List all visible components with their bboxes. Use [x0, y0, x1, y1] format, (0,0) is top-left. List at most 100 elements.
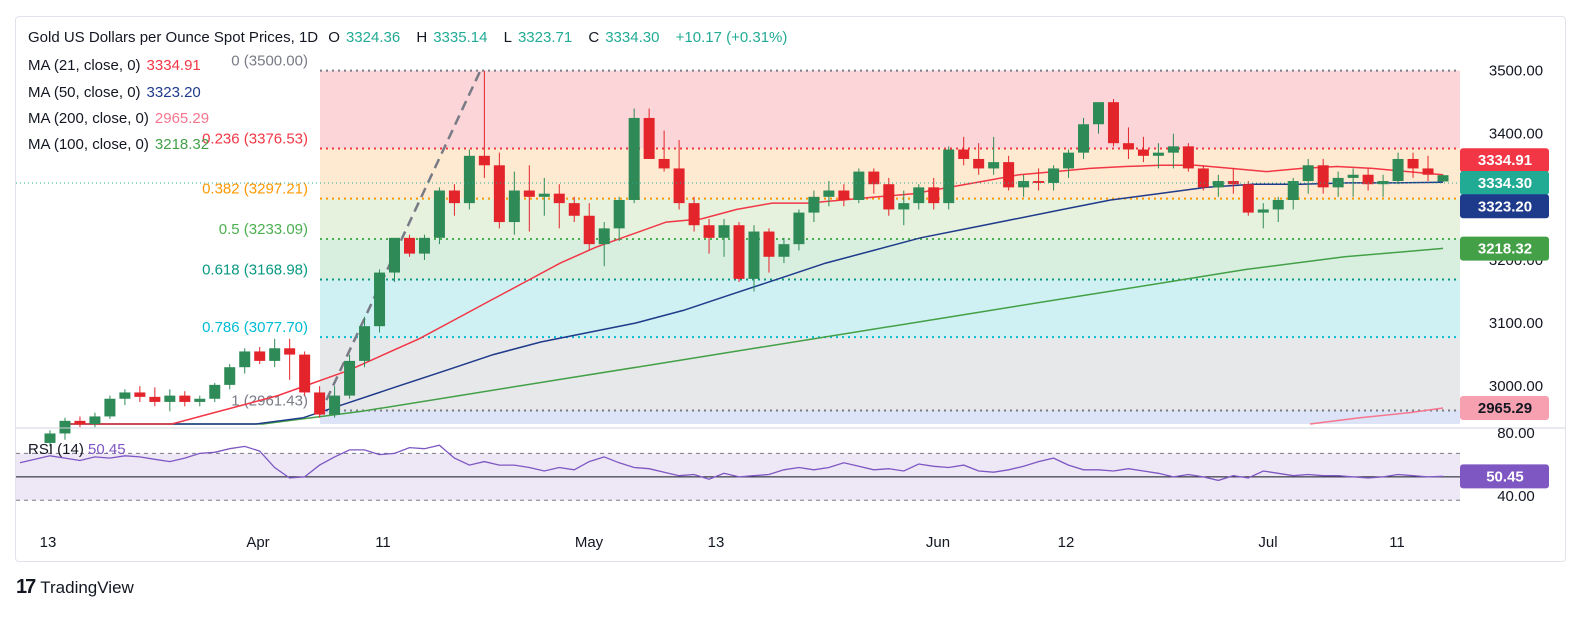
candle[interactable]: [598, 222, 610, 267]
candle[interactable]: [194, 395, 206, 407]
candle[interactable]: [913, 184, 925, 210]
rsi-legend[interactable]: RSI (14) 50.45: [28, 441, 126, 458]
candle[interactable]: [793, 209, 805, 251]
candle[interactable]: [418, 234, 430, 260]
candle[interactable]: [1302, 158, 1314, 194]
legend-ma50[interactable]: MA (50, close, 0) 3323.20: [28, 84, 201, 101]
candle[interactable]: [224, 364, 236, 390]
candle[interactable]: [1197, 165, 1209, 191]
candle[interactable]: [958, 136, 970, 166]
candle[interactable]: [1242, 181, 1254, 216]
candle[interactable]: [1272, 196, 1284, 223]
candle[interactable]: [433, 187, 445, 245]
candle[interactable]: [523, 165, 535, 232]
legend-ma21[interactable]: MA (21, close, 0) 3334.91: [28, 57, 201, 74]
candle[interactable]: [44, 430, 56, 447]
candle[interactable]: [583, 203, 595, 251]
candle[interactable]: [898, 190, 910, 226]
candle[interactable]: [1048, 165, 1060, 191]
candle[interactable]: [1018, 174, 1030, 197]
candle[interactable]: [164, 389, 176, 412]
candle[interactable]: [104, 395, 116, 419]
candle[interactable]: [403, 234, 415, 257]
candle[interactable]: [1167, 133, 1179, 169]
candle[interactable]: [329, 386, 341, 418]
candle[interactable]: [1122, 127, 1134, 159]
candle[interactable]: [868, 168, 880, 194]
candle[interactable]: [1078, 117, 1090, 159]
candle[interactable]: [1422, 155, 1434, 182]
candle[interactable]: [89, 412, 101, 428]
candle[interactable]: [508, 171, 520, 235]
candle[interactable]: [568, 196, 580, 223]
candle[interactable]: [823, 181, 835, 207]
candle[interactable]: [1137, 136, 1149, 163]
candle[interactable]: [209, 382, 221, 402]
candle[interactable]: [1152, 143, 1164, 169]
legend-ma200[interactable]: MA (200, close, 0) 2965.29: [28, 110, 209, 127]
candle[interactable]: [553, 184, 565, 229]
candle[interactable]: [1347, 168, 1359, 197]
candle[interactable]: [1003, 155, 1015, 191]
candle[interactable]: [973, 143, 985, 175]
candle[interactable]: [1332, 171, 1344, 197]
candle[interactable]: [149, 387, 161, 407]
candle[interactable]: [628, 108, 640, 204]
candle[interactable]: [478, 70, 490, 178]
candle[interactable]: [359, 316, 371, 368]
candle[interactable]: [748, 225, 760, 292]
candle[interactable]: [883, 177, 895, 216]
candle[interactable]: [1107, 99, 1119, 147]
candle[interactable]: [763, 228, 775, 273]
candle[interactable]: [613, 196, 625, 241]
candle[interactable]: [1182, 143, 1194, 172]
candle[interactable]: [344, 354, 356, 399]
legend-ma100[interactable]: MA (100, close, 0) 3218.32: [28, 136, 209, 153]
candle[interactable]: [299, 351, 311, 396]
candle[interactable]: [1257, 203, 1269, 229]
candle[interactable]: [673, 140, 685, 210]
candle[interactable]: [1092, 102, 1104, 134]
candle[interactable]: [463, 149, 475, 210]
candle[interactable]: [374, 269, 386, 333]
candle[interactable]: [493, 152, 505, 229]
candle[interactable]: [239, 348, 251, 374]
candle[interactable]: [838, 184, 850, 207]
candle[interactable]: [853, 168, 865, 204]
candle[interactable]: [718, 218, 730, 257]
candle[interactable]: [448, 184, 460, 216]
candle[interactable]: [928, 177, 940, 210]
candle[interactable]: [1227, 168, 1239, 194]
candle[interactable]: [1437, 174, 1449, 182]
candle[interactable]: [119, 389, 131, 406]
candle[interactable]: [538, 177, 550, 216]
candle[interactable]: [314, 386, 326, 418]
candle[interactable]: [1317, 158, 1329, 194]
candle[interactable]: [1287, 177, 1299, 210]
candle[interactable]: [1362, 168, 1374, 191]
candle[interactable]: [134, 386, 146, 402]
candle[interactable]: [733, 222, 745, 283]
candle[interactable]: [808, 190, 820, 223]
candle[interactable]: [1063, 149, 1075, 178]
candle[interactable]: [1377, 174, 1389, 197]
candle[interactable]: [658, 130, 670, 172]
candle[interactable]: [1407, 152, 1419, 178]
candle[interactable]: [59, 417, 71, 440]
candle[interactable]: [254, 347, 266, 365]
candle[interactable]: [1392, 152, 1404, 185]
candle[interactable]: [988, 136, 1000, 175]
candle[interactable]: [943, 146, 955, 210]
candle[interactable]: [179, 391, 191, 407]
candle[interactable]: [269, 338, 281, 368]
candle[interactable]: [778, 237, 790, 264]
candle[interactable]: [1212, 174, 1224, 197]
candle[interactable]: [74, 416, 86, 428]
candle[interactable]: [643, 108, 655, 159]
candle[interactable]: [688, 196, 700, 232]
candle[interactable]: [284, 338, 296, 380]
candle[interactable]: [1033, 168, 1045, 191]
tradingview-branding[interactable]: 17 TradingView: [16, 576, 134, 599]
candle[interactable]: [389, 237, 401, 283]
